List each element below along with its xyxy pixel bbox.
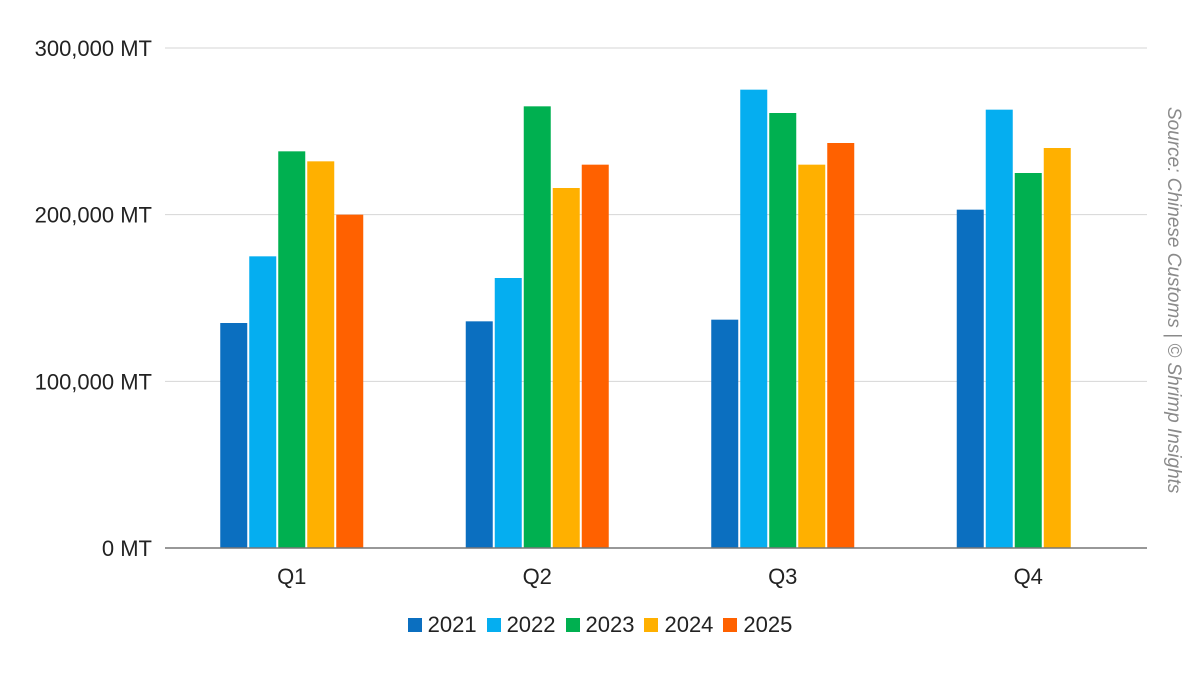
bar-q3-2025 xyxy=(827,143,855,548)
source-annotation: Source: Chinese Customs | © Shrimp Insig… xyxy=(1163,107,1184,494)
x-axis-category-labels: Q1 Q2 Q3 Q4 xyxy=(277,564,1043,589)
bar-q4-2021 xyxy=(956,209,984,548)
legend-label: 2023 xyxy=(585,612,635,637)
bar-q3-2024 xyxy=(798,164,826,548)
legend-label: 2021 xyxy=(427,612,477,637)
legend-swatch xyxy=(644,618,659,632)
x-category-label: Q3 xyxy=(768,564,797,589)
y-tick-label: 300,000 MT xyxy=(35,36,152,61)
bars xyxy=(220,89,1071,549)
legend-label: 2024 xyxy=(664,612,714,637)
y-tick-label: 200,000 MT xyxy=(35,203,152,228)
bar-q3-2022 xyxy=(740,89,768,549)
bar-q2-2021 xyxy=(465,321,493,548)
legend-swatch xyxy=(565,618,580,632)
legend-swatch xyxy=(407,618,422,632)
bar-q1-2022 xyxy=(249,256,277,548)
y-tick-label: 100,000 MT xyxy=(35,369,152,394)
legend-item-2022: 2022 xyxy=(486,612,556,638)
bar-q2-2024 xyxy=(552,188,580,548)
x-category-label: Q4 xyxy=(1014,564,1043,589)
legend: 2021 2022 2023 2024 2025 xyxy=(0,612,1200,638)
legend-label: 2022 xyxy=(506,612,556,637)
x-category-label: Q2 xyxy=(523,564,552,589)
bar-q4-2022 xyxy=(985,109,1013,549)
legend-swatch xyxy=(486,618,501,632)
legend-item-2021: 2021 xyxy=(407,612,477,638)
bar-q2-2025 xyxy=(581,164,609,548)
y-tick-label: 0 MT xyxy=(102,536,152,561)
legend-item-2025: 2025 xyxy=(723,612,792,638)
bar-q3-2023 xyxy=(769,113,797,548)
bar-q1-2023 xyxy=(278,151,306,549)
bar-q4-2023 xyxy=(1014,173,1042,548)
bar-q1-2021 xyxy=(220,323,248,548)
y-axis-tick-labels: 0 MT 100,000 MT 200,000 MT 300,000 MT xyxy=(35,36,152,561)
legend-item-2024: 2024 xyxy=(644,612,713,638)
bar-q1-2025 xyxy=(336,214,364,548)
x-category-label: Q1 xyxy=(277,564,306,589)
bar-q1-2024 xyxy=(307,161,335,549)
bar-q3-2021 xyxy=(711,319,739,548)
bar-q2-2023 xyxy=(523,106,551,548)
bar-q2-2022 xyxy=(494,278,522,548)
legend-label: 2025 xyxy=(743,612,793,637)
legend-swatch xyxy=(723,618,738,632)
bar-q4-2024 xyxy=(1043,148,1071,548)
legend-item-2023: 2023 xyxy=(565,612,635,638)
